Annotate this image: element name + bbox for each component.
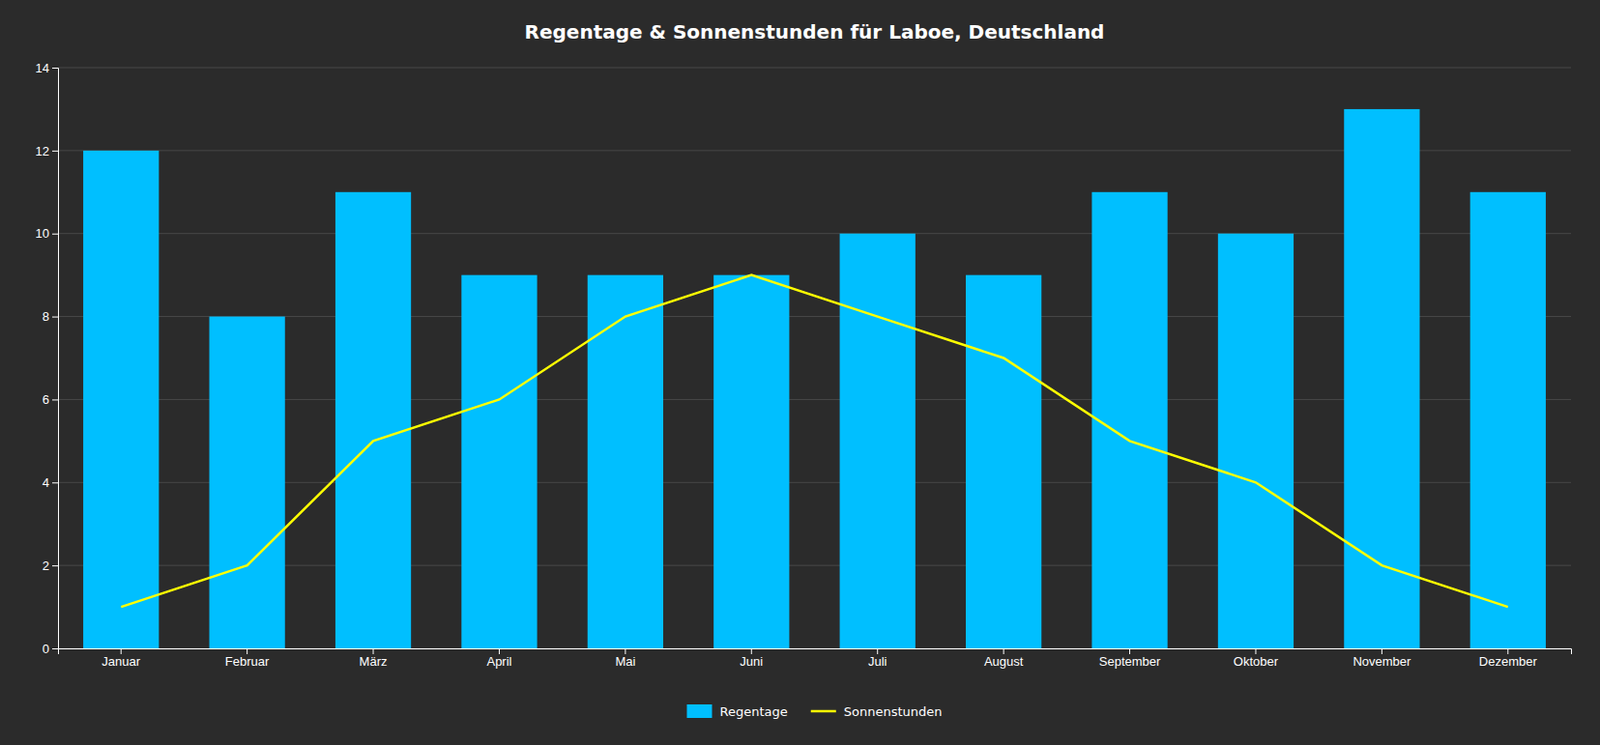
- bar: [1218, 233, 1294, 649]
- tick: November: [1352, 648, 1412, 670]
- tick: 4: [42, 475, 59, 491]
- marks: [83, 109, 1546, 649]
- tick-mark: [751, 648, 753, 655]
- tick-label: 12: [35, 144, 50, 159]
- tick-mark: [246, 648, 248, 655]
- tick-label: 0: [42, 641, 50, 657]
- bar-series: [83, 109, 1546, 649]
- tick-label: September: [1099, 654, 1162, 670]
- tick-label: 10: [35, 226, 50, 241]
- bar: [1470, 192, 1546, 649]
- tick-mark: [373, 648, 375, 655]
- tick-label: November: [1352, 654, 1412, 670]
- bar: [840, 233, 916, 649]
- tick: Juni: [739, 648, 763, 670]
- tick-label: Juni: [739, 654, 763, 670]
- tick-mark: [52, 482, 59, 484]
- legend-swatch: [811, 710, 837, 714]
- tick-label: 6: [42, 392, 50, 408]
- tick-mark: [120, 648, 122, 655]
- tick: Juli: [868, 648, 888, 670]
- tick-label: August: [984, 654, 1024, 670]
- tick-mark: [52, 233, 59, 235]
- tick-mark: [876, 648, 878, 655]
- bar: [965, 275, 1042, 649]
- tick-mark: [52, 648, 59, 650]
- tick-mark: [1381, 648, 1383, 655]
- legend-label: Regentage: [719, 704, 787, 720]
- tick-label: 14: [35, 60, 50, 76]
- title: Regentage & Sonnenstunden für Laboe, Deu…: [524, 20, 1106, 44]
- tick: September: [1099, 648, 1162, 670]
- tick: 8: [42, 309, 59, 324]
- bar: [209, 317, 286, 649]
- tick-label: Januar: [101, 654, 141, 670]
- tick: Oktober: [1233, 648, 1280, 670]
- grid: [58, 67, 1571, 649]
- tick: Februar: [225, 648, 270, 670]
- tick-label: Februar: [225, 654, 270, 670]
- tick-mark: [1003, 648, 1005, 655]
- bar: [1343, 109, 1420, 649]
- tick-mark: [52, 150, 59, 152]
- tick: Januar: [101, 648, 141, 670]
- tick-label: 4: [42, 475, 50, 491]
- tick-mark: [1254, 648, 1256, 655]
- tick: 0: [42, 641, 59, 657]
- legend-swatch: [686, 704, 712, 719]
- tick: März: [359, 648, 388, 670]
- bar: [461, 275, 537, 649]
- legend-label: Sonnenstunden: [843, 704, 943, 720]
- tick-label: Oktober: [1233, 654, 1280, 670]
- tick: August: [984, 648, 1024, 670]
- tick: 10: [35, 226, 59, 241]
- bar: [587, 275, 664, 649]
- grid-line: [58, 67, 1571, 69]
- tick-label: April: [486, 654, 512, 670]
- tick: 2: [42, 558, 59, 574]
- tick: 6: [42, 392, 59, 408]
- legend-item: Regentage: [686, 704, 787, 720]
- tick-mark: [498, 648, 500, 655]
- bar: [83, 150, 159, 649]
- tick: 12: [35, 144, 59, 159]
- chart: Januar Februar März April Mai Juni Juli August S…: [0, 0, 1600, 745]
- tick-mark: [1507, 648, 1509, 655]
- tick-mark: [52, 565, 59, 567]
- tick-mark: [52, 399, 59, 401]
- tick-mark: [1129, 648, 1131, 655]
- axis-domain: [52, 68, 59, 650]
- tick-label: Dezember: [1479, 654, 1539, 670]
- tick: Mai: [614, 648, 636, 670]
- legend: Regentage Sonnenstunden: [686, 704, 942, 720]
- axis-domain: [58, 649, 1572, 656]
- y-axis: 0 2 4 6 8 10 12 14: [35, 60, 59, 657]
- legend-item: Sonnenstunden: [811, 704, 943, 720]
- tick: 14: [35, 60, 59, 76]
- tick-label: Mai: [614, 654, 636, 670]
- x-axis: Januar Februar März April Mai Juni Juli August S…: [58, 648, 1572, 670]
- tick-label: 2: [42, 558, 50, 574]
- tick-mark: [52, 67, 59, 69]
- tick-label: März: [359, 654, 388, 670]
- bar: [1091, 192, 1167, 649]
- bar: [713, 275, 789, 649]
- tick-label: Juli: [868, 654, 888, 670]
- tick-mark: [624, 648, 626, 655]
- line: [120, 275, 1509, 608]
- tick-label: 8: [42, 309, 50, 324]
- tick: Dezember: [1479, 648, 1539, 670]
- tick-mark: [52, 317, 59, 319]
- tick: April: [486, 648, 512, 670]
- background: [0, 0, 1600, 745]
- bar: [335, 192, 411, 649]
- plot: Januar Februar März April Mai Juni Juli August S…: [35, 60, 1572, 670]
